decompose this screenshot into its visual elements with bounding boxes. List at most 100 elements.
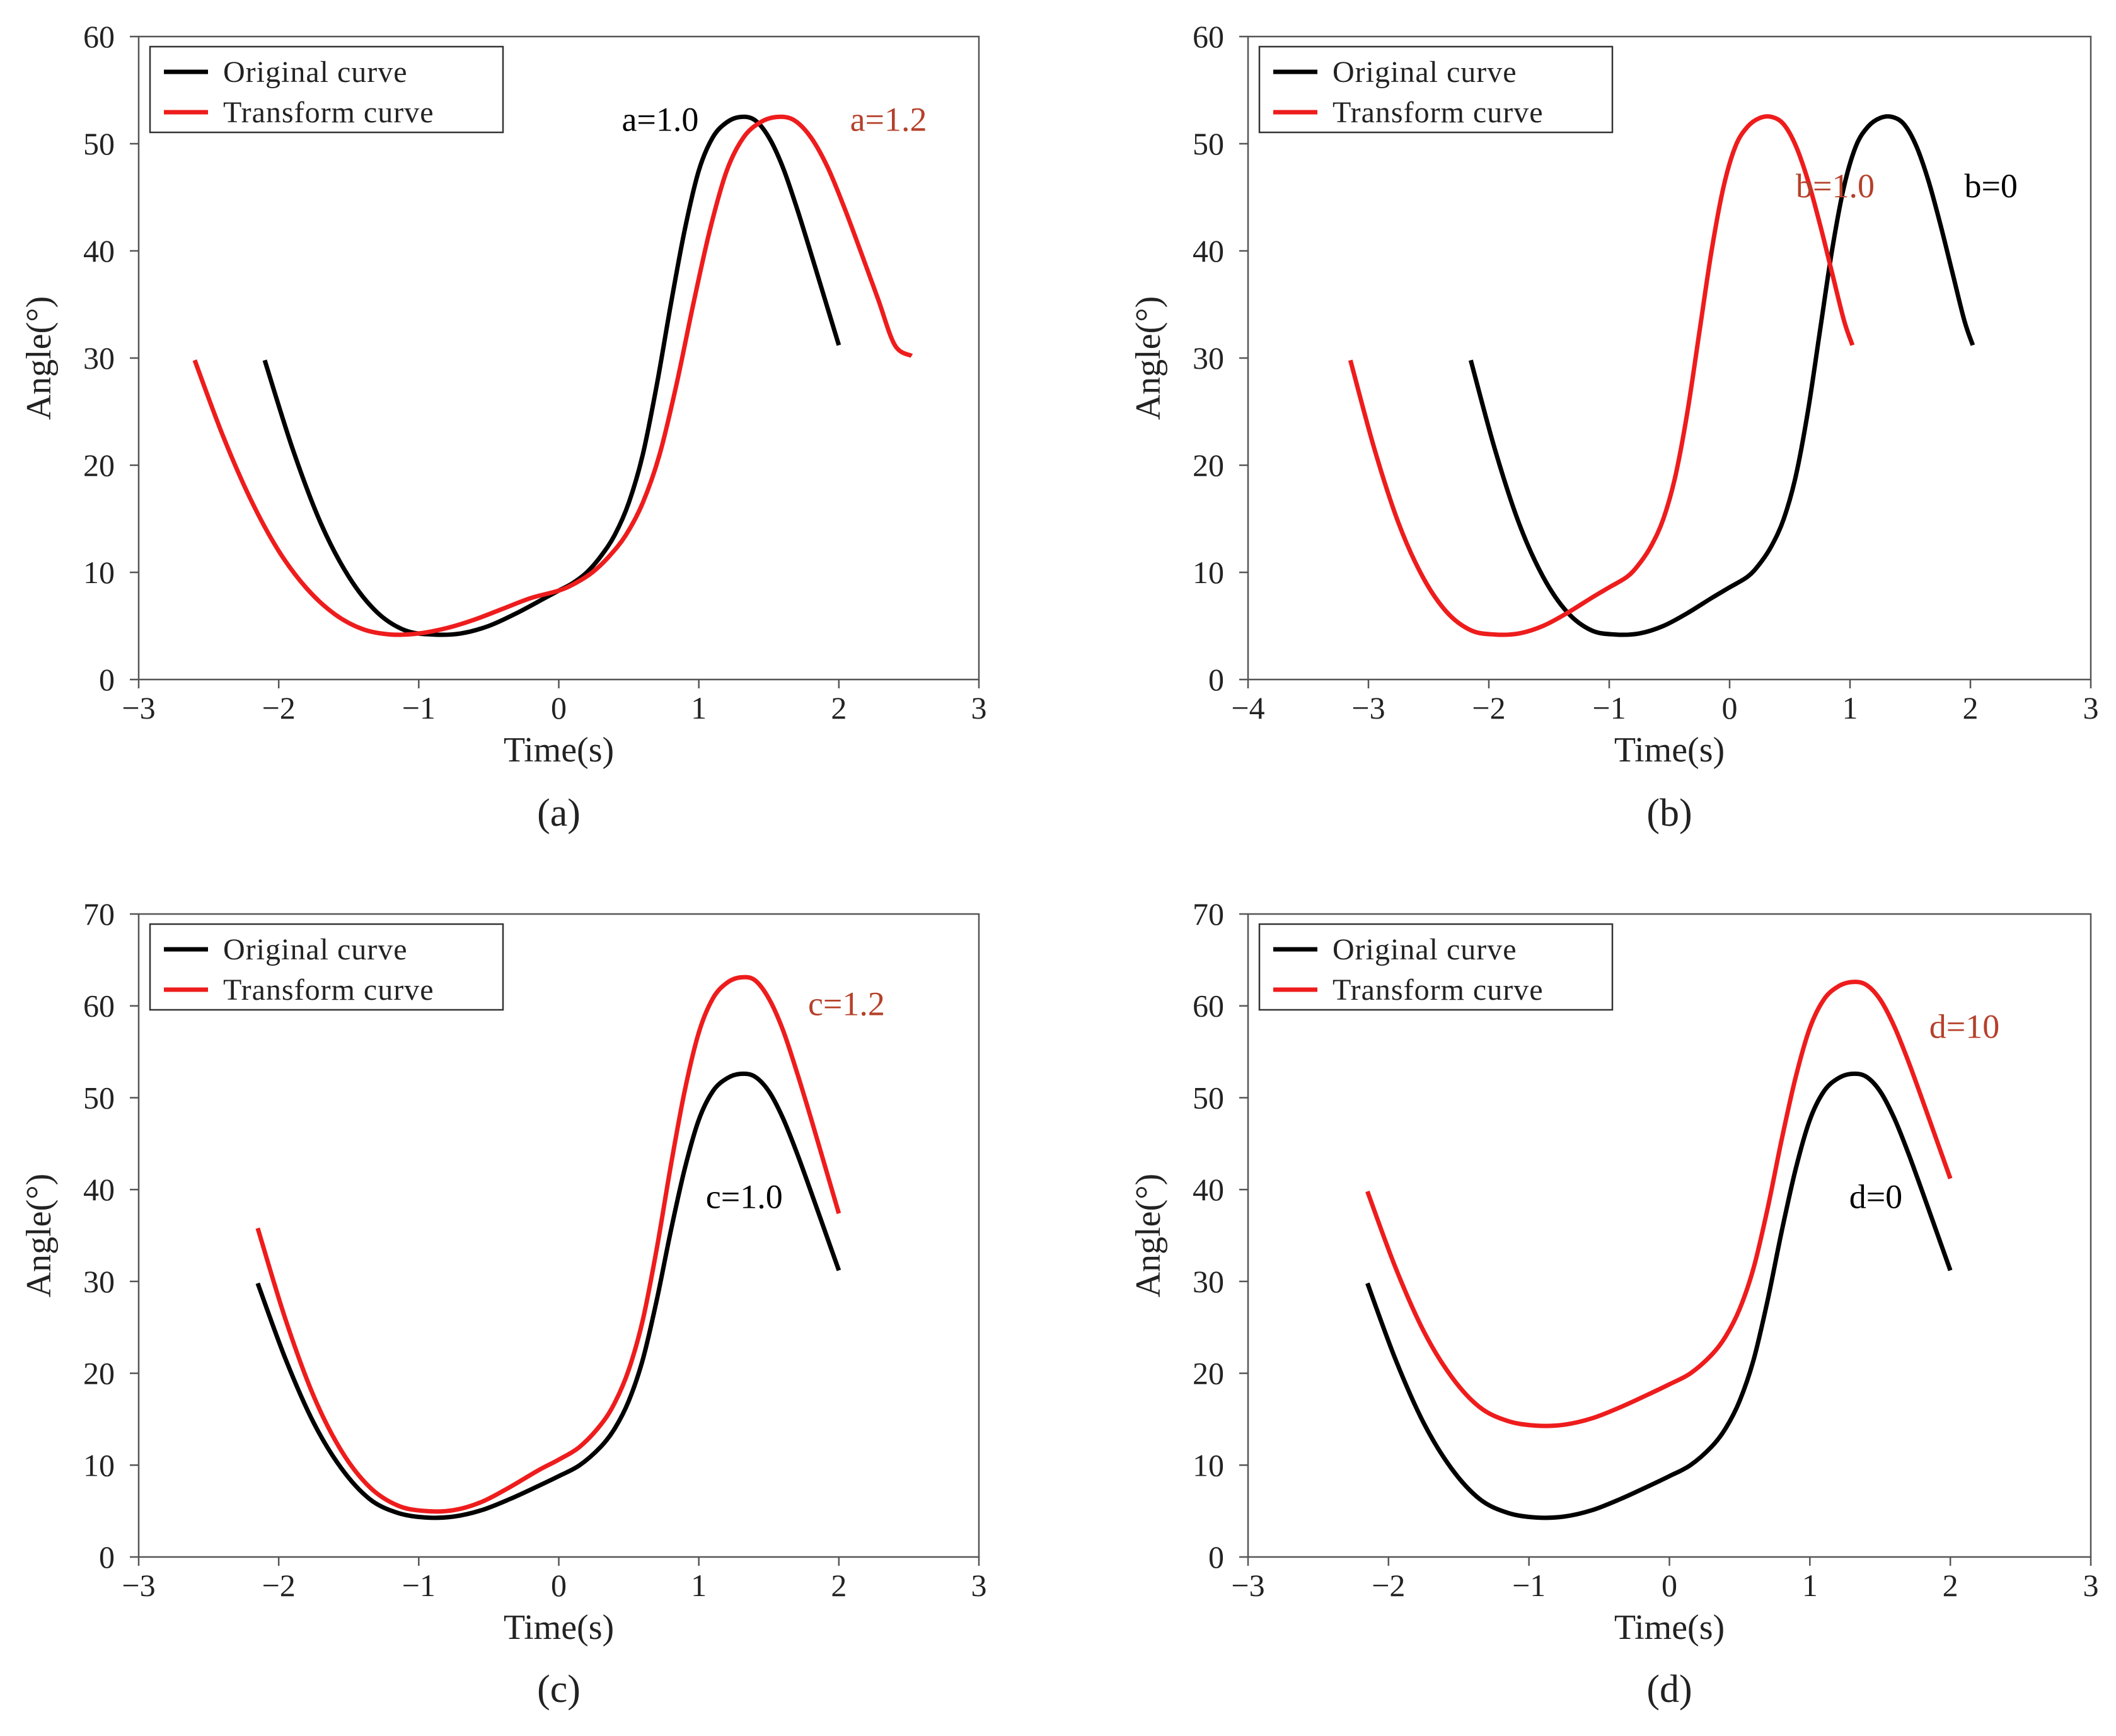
legend-entry-label: Transform curve <box>223 973 434 1007</box>
panel-label: (c) <box>537 1668 581 1711</box>
x-axis-label: Time(s) <box>504 1608 614 1647</box>
y-tick-label: 60 <box>1193 988 1224 1024</box>
legend: Original curve Transform curve <box>149 45 504 134</box>
x-axis-label: Time(s) <box>1614 1608 1725 1647</box>
annotation-label: c=1.2 <box>808 985 885 1022</box>
legend: Original curve Transform curve <box>149 923 504 1011</box>
y-tick-label: 30 <box>83 1264 115 1299</box>
x-tick-label: 0 <box>551 1568 567 1603</box>
y-tick-label: 60 <box>83 19 115 54</box>
y-tick-label: 50 <box>83 126 115 161</box>
panel-label: (b) <box>1646 792 1692 835</box>
x-tick-label: 0 <box>1662 1568 1677 1603</box>
y-tick-label: 40 <box>83 1172 115 1207</box>
transform-curve-line <box>1365 980 1953 1428</box>
x-tick-label: 2 <box>1943 1568 1958 1603</box>
x-tick-label: −4 <box>1231 690 1264 726</box>
y-tick-label: 60 <box>1193 19 1224 54</box>
y-tick-label: 50 <box>1193 126 1224 161</box>
annotation-label: c=1.0 <box>706 1178 783 1215</box>
x-tick-label: −1 <box>402 690 436 726</box>
x-tick-label: 0 <box>1722 690 1738 726</box>
y-tick-label: 50 <box>1193 1080 1224 1115</box>
annotation-label: a=1.0 <box>622 101 698 139</box>
legend-entry-label: Original curve <box>223 55 408 89</box>
x-tick-label: 2 <box>1963 690 1979 726</box>
x-tick-label: −3 <box>1231 1568 1264 1603</box>
chart-panel-d: −3 −2 −1 0 1 2 3010203040506070Time(s)Angle(°)… <box>1129 896 2099 1711</box>
legend-entry-label: Original curve <box>1333 55 1517 89</box>
y-tick-label: 50 <box>83 1080 115 1115</box>
x-tick-label: −1 <box>1512 1568 1546 1603</box>
legend: Original curve Transform curve <box>1258 923 1614 1011</box>
annotation-label: b=1.0 <box>1796 167 1875 205</box>
x-tick-label: −2 <box>262 1568 296 1603</box>
y-tick-label: 30 <box>1193 1264 1224 1299</box>
legend-entry-label: Transform curve <box>1333 96 1544 129</box>
x-tick-label: −2 <box>1372 1568 1405 1603</box>
original-curve-line <box>1468 114 1975 637</box>
legend-entry-label: Original curve <box>223 933 408 966</box>
x-tick-label: −3 <box>1351 690 1385 726</box>
x-tick-label: 1 <box>691 1568 707 1603</box>
y-tick-label: 20 <box>1193 1356 1224 1391</box>
x-tick-label: 1 <box>691 690 707 726</box>
y-axis-label: Angle(°) <box>20 296 59 420</box>
y-tick-label: 20 <box>1193 448 1224 483</box>
legend-entry-label: Transform curve <box>1333 973 1544 1007</box>
transform-curve-line <box>192 114 913 637</box>
x-tick-label: 3 <box>971 690 987 726</box>
legend-box <box>1258 45 1614 134</box>
y-tick-label: 40 <box>83 233 115 269</box>
y-tick-label: 10 <box>1193 555 1224 590</box>
y-tick-label: 40 <box>1193 1172 1224 1207</box>
x-tick-label: 3 <box>2083 690 2099 726</box>
original-curve-line <box>1365 1071 1953 1520</box>
original-curve-line <box>262 114 841 637</box>
x-tick-label: 2 <box>831 690 847 726</box>
x-tick-label: −2 <box>1472 690 1505 726</box>
y-tick-label: 10 <box>83 1447 115 1483</box>
chart-panel-b: −4 −3 −2 −1 0 1 2 30102030405060Time(s)Angle(°)… <box>1129 19 2099 835</box>
y-tick-label: 70 <box>83 896 115 932</box>
annotation-label: b=0 <box>1964 167 2017 205</box>
y-axis-label: Angle(°) <box>1129 1174 1168 1298</box>
y-tick-label: 10 <box>1193 1447 1224 1483</box>
legend-entry-label: Transform curve <box>223 96 434 129</box>
annotation-label: a=1.2 <box>850 101 927 139</box>
x-tick-label: 0 <box>551 690 567 726</box>
y-axis-label: Angle(°) <box>20 1174 59 1298</box>
x-tick-label: −3 <box>122 690 155 726</box>
legend: Original curve Transform curve <box>1258 45 1614 134</box>
transform-curve-line <box>1348 114 1855 637</box>
y-axis-label: Angle(°) <box>1129 296 1168 420</box>
y-tick-label: 20 <box>83 448 115 483</box>
original-curve-line <box>255 1071 841 1520</box>
x-tick-label: 3 <box>2083 1568 2099 1603</box>
x-tick-label: 2 <box>831 1568 847 1603</box>
x-tick-label: −1 <box>402 1568 436 1603</box>
x-tick-label: −1 <box>1592 690 1626 726</box>
x-tick-label: 3 <box>971 1568 987 1603</box>
x-axis-label: Time(s) <box>1614 731 1725 770</box>
x-tick-label: 1 <box>1802 1568 1818 1603</box>
x-tick-label: 1 <box>1842 690 1858 726</box>
y-tick-label: 0 <box>1208 662 1224 697</box>
y-tick-label: 60 <box>83 988 115 1024</box>
annotation-label: d=0 <box>1849 1178 1902 1215</box>
legend-box <box>1258 923 1614 1011</box>
y-tick-label: 30 <box>1193 340 1224 376</box>
panel-label: (a) <box>537 792 581 835</box>
transform-curve-line <box>255 975 841 1514</box>
y-tick-label: 20 <box>83 1356 115 1391</box>
y-tick-label: 0 <box>99 1539 115 1575</box>
y-tick-label: 0 <box>99 662 115 697</box>
y-tick-label: 10 <box>83 555 115 590</box>
annotation-label: d=10 <box>1929 1008 1999 1046</box>
y-tick-label: 0 <box>1208 1539 1224 1575</box>
x-tick-label: −2 <box>262 690 296 726</box>
y-tick-label: 70 <box>1193 896 1224 932</box>
panel-label: (d) <box>1646 1668 1692 1711</box>
chart-panel-c: −3 −2 −1 0 1 2 3010203040506070Time(s)Angle(°)… <box>20 896 987 1711</box>
